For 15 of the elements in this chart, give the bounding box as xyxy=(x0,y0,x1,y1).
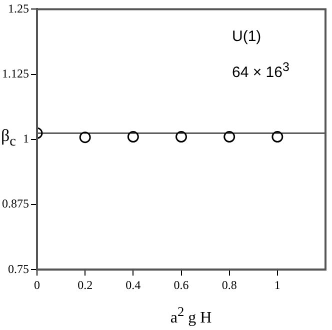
annotation: U(1) xyxy=(232,28,262,45)
y-tick-label: 1 xyxy=(23,132,29,146)
y-axis-title: β$_{c}$ xyxy=(1,126,16,150)
y-tick-label: 0.875 xyxy=(2,196,29,211)
x-tick-label: 0.6 xyxy=(174,278,189,292)
x-tick-label: 0.2 xyxy=(78,278,93,292)
y-tick-label: 1.25 xyxy=(8,1,29,16)
annotation: 64 × 16$^{3}$ xyxy=(232,60,290,81)
x-tick-label: 0 xyxy=(34,278,40,292)
y-tick-label: 0.75 xyxy=(8,262,29,276)
x-tick-label: 0.8 xyxy=(222,278,237,292)
y-tick-label: 1.125 xyxy=(2,66,29,80)
x-tick-label: 1 xyxy=(274,278,280,292)
x-tick-label: 0.4 xyxy=(126,278,141,292)
x-axis-title: a$^{2}$ g H xyxy=(169,304,213,328)
